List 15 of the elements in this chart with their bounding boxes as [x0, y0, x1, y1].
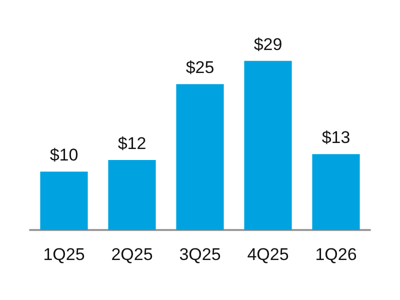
x-tick-label: 1Q26 [315, 245, 357, 264]
bar [40, 172, 88, 230]
data-label: $13 [322, 128, 350, 148]
data-label: $10 [50, 146, 78, 165]
x-tick-label: 3Q25 [179, 245, 221, 264]
x-tick-label: 2Q25 [111, 245, 153, 264]
x-tick-label: 4Q25 [247, 245, 289, 264]
data-label: $12 [118, 134, 146, 153]
bar [312, 154, 360, 230]
bar [176, 84, 224, 230]
bar [108, 160, 156, 230]
x-tick-label: 1Q25 [43, 245, 85, 264]
bar [244, 60, 292, 230]
data-label: $25 [186, 58, 214, 78]
data-label: $29 [254, 34, 282, 54]
